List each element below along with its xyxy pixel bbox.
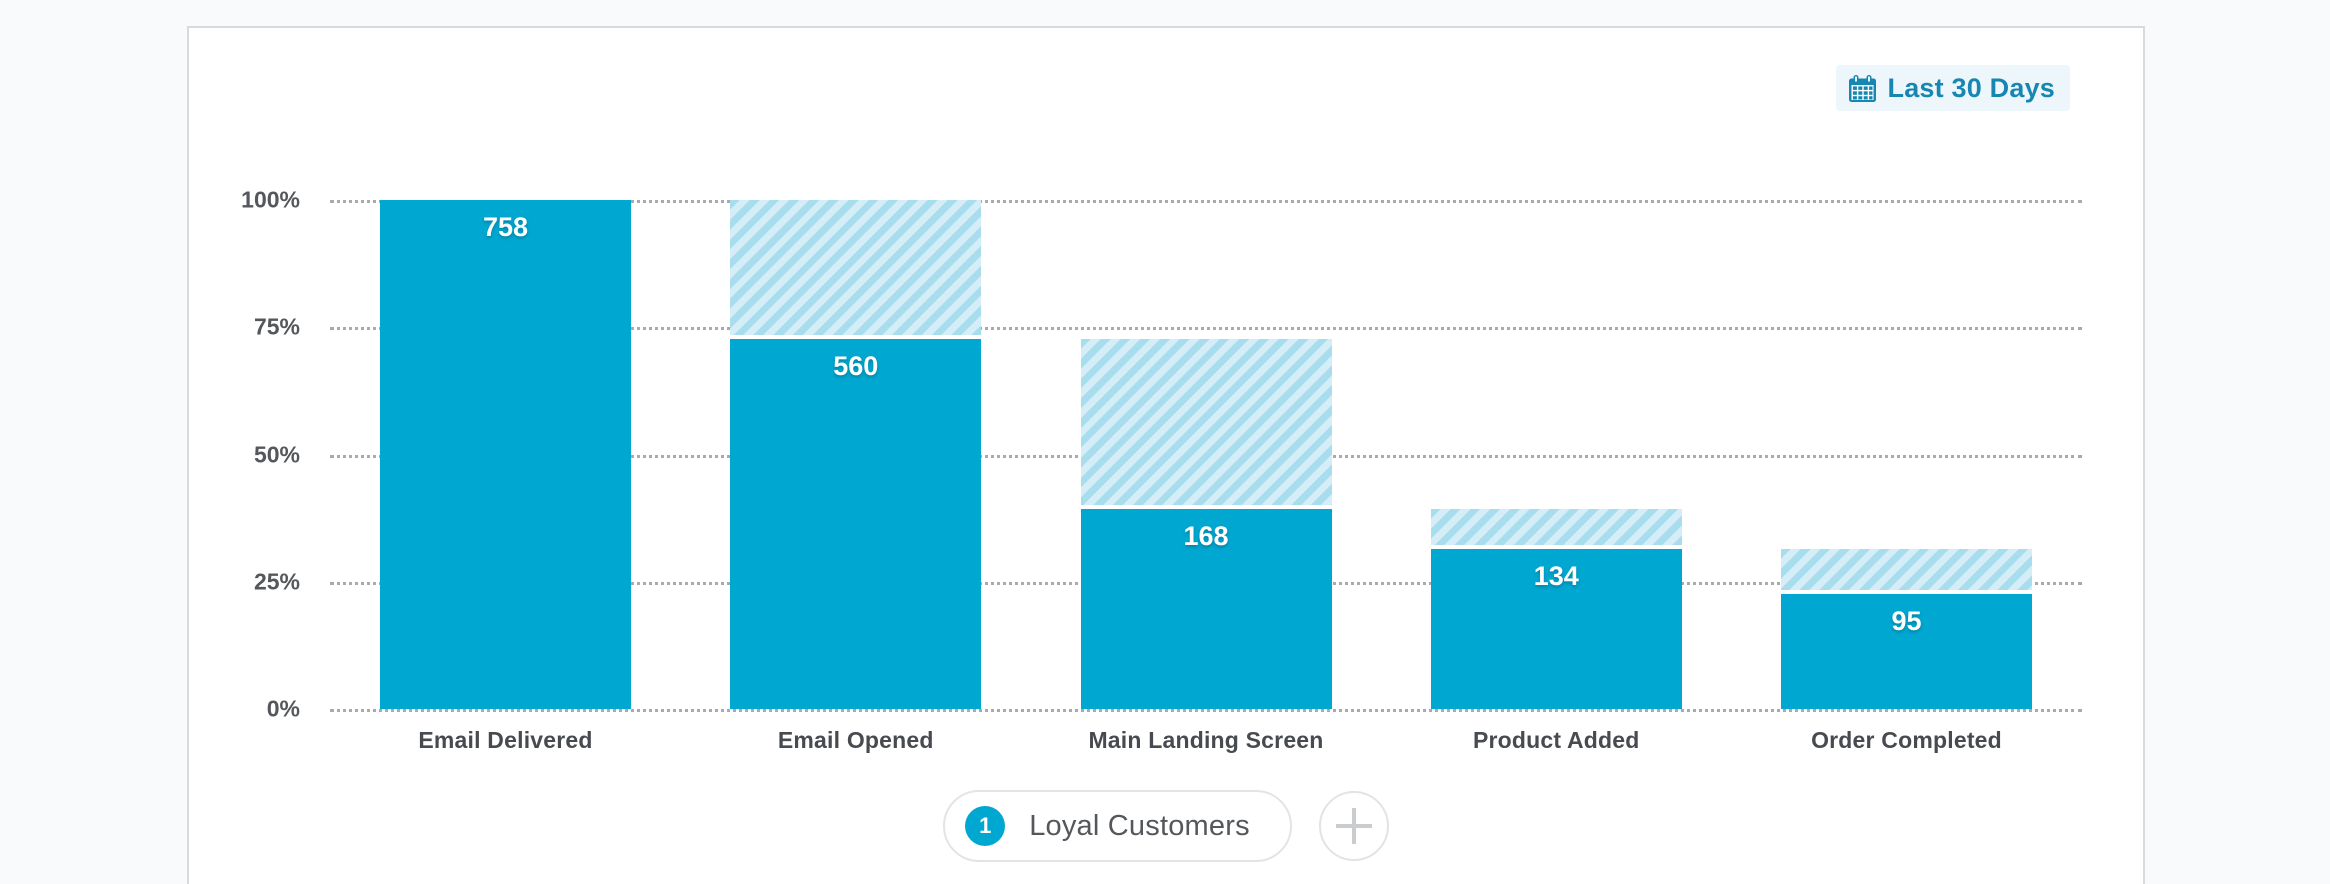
funnel-bar-main-landing-screen[interactable]: 168 bbox=[1080, 200, 1332, 709]
calendar-icon bbox=[1848, 74, 1877, 103]
bar-solid-segment: 560 bbox=[730, 338, 982, 709]
y-axis-tick-label: 100% bbox=[241, 186, 300, 213]
bar-value-label: 560 bbox=[833, 350, 879, 381]
segment-label: Loyal Customers bbox=[1029, 809, 1250, 842]
bar-dropoff-hatch bbox=[1080, 338, 1332, 509]
bar-dropoff-hatch bbox=[730, 200, 982, 339]
gridline-100% bbox=[330, 200, 2082, 203]
x-axis-category-label: Order Completed bbox=[1811, 727, 2002, 753]
y-axis-tick-label: 75% bbox=[253, 313, 300, 340]
funnel-bar-email-opened[interactable]: 560 bbox=[730, 200, 982, 709]
bar-dropoff-hatch bbox=[1781, 549, 2032, 594]
bar-value-label: 168 bbox=[1183, 520, 1229, 551]
funnel-chart-plot-area: 100% 75% 50% 25% 0% 758 Email Delivered 560 Emai… bbox=[241, 187, 2082, 753]
funnel-bar-email-delivered[interactable]: 758 bbox=[380, 200, 631, 709]
date-range-label: Last 30 Days bbox=[1887, 72, 2055, 103]
segments-row: 1 Loyal Customers bbox=[189, 790, 2143, 862]
bar-solid-segment: 168 bbox=[1080, 508, 1332, 709]
plus-icon bbox=[1321, 793, 1387, 859]
x-axis-category-label: Email Opened bbox=[777, 727, 934, 753]
funnel-bar-order-completed[interactable]: 95 bbox=[1781, 200, 2032, 709]
y-axis-tick-label: 50% bbox=[253, 441, 300, 467]
funnel-card: Last 30 Days 100% 75% 50% 25% 0% 758 Email Del… bbox=[187, 26, 2145, 884]
x-axis-category-label: Email Delivered bbox=[418, 727, 593, 753]
funnel-bar-product-added[interactable]: 134 bbox=[1430, 200, 1682, 709]
bar-value-label: 134 bbox=[1533, 561, 1579, 592]
x-axis-category-label: Product Added bbox=[1472, 727, 1640, 753]
bar-value-label: 95 bbox=[1891, 605, 1922, 636]
segment-pill-loyal-customers[interactable]: 1 Loyal Customers bbox=[943, 790, 1292, 862]
bar-value-label: 758 bbox=[482, 212, 529, 242]
gridline-0% bbox=[330, 709, 2082, 712]
segment-index-badge: 1 bbox=[965, 806, 1006, 846]
bar-solid-segment: 95 bbox=[1781, 593, 2032, 709]
x-axis-category-label: Main Landing Screen bbox=[1088, 727, 1324, 753]
bar-solid-segment: 758 bbox=[380, 200, 631, 709]
y-axis-tick-label: 0% bbox=[266, 695, 300, 722]
date-range-button[interactable]: Last 30 Days bbox=[1835, 65, 2070, 111]
bar-dropoff-hatch bbox=[1430, 508, 1682, 550]
gridline-75% bbox=[330, 327, 2082, 331]
add-segment-button[interactable] bbox=[1318, 791, 1389, 861]
bar-solid-segment: 134 bbox=[1430, 549, 1682, 709]
y-axis-tick-label: 25% bbox=[253, 568, 300, 595]
